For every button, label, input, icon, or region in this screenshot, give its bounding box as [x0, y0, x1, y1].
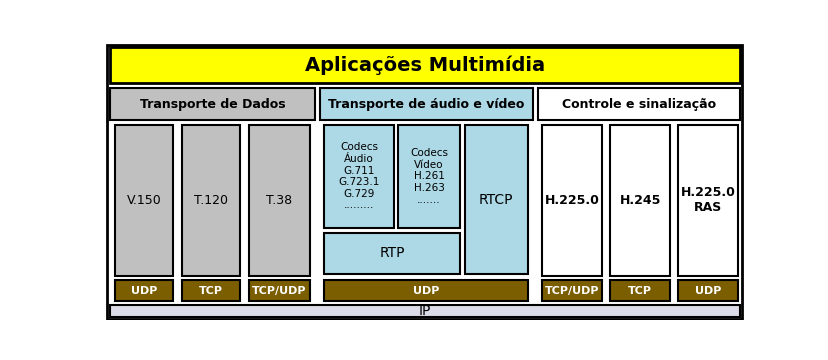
Text: UDP: UDP [131, 286, 157, 296]
Text: V.150: V.150 [127, 194, 161, 207]
Bar [109, 88, 315, 120]
Text: H.225.0
RAS: H.225.0 RAS [680, 186, 734, 214]
Text: TCP: TCP [199, 286, 223, 296]
Bar [464, 125, 527, 274]
Text: Codecs
Áudio
G.711
G.723.1
G.729
.........: Codecs Áudio G.711 G.723.1 G.729 .......… [338, 143, 379, 210]
Text: Transporte de áudio e vídeo: Transporte de áudio e vídeo [328, 98, 524, 111]
Text: H.225.0: H.225.0 [544, 194, 599, 207]
Bar [248, 125, 310, 276]
Bar [677, 280, 737, 301]
Bar [397, 125, 460, 228]
Text: Controle e sinalização: Controle e sinalização [561, 98, 715, 111]
Text: TCP/UDP: TCP/UDP [252, 286, 306, 296]
Bar [248, 280, 310, 301]
Text: UDP: UDP [412, 286, 439, 296]
Text: H.245: H.245 [619, 194, 660, 207]
Bar [324, 233, 460, 274]
Bar [109, 47, 739, 83]
Text: Aplicações Multimídia: Aplicações Multimídia [305, 55, 544, 75]
Bar [181, 125, 240, 276]
Text: TCP: TCP [628, 286, 652, 296]
Bar [542, 280, 602, 301]
Text: RTP: RTP [379, 246, 404, 260]
Bar [542, 125, 602, 276]
Text: IP: IP [418, 304, 431, 318]
Bar [181, 280, 240, 301]
Bar [324, 125, 393, 228]
Text: T.120: T.120 [194, 194, 228, 207]
Bar [320, 88, 532, 120]
Text: T.38: T.38 [266, 194, 292, 207]
Bar [609, 125, 669, 276]
Text: TCP/UDP: TCP/UDP [545, 286, 599, 296]
Bar [609, 280, 669, 301]
Bar [115, 125, 173, 276]
Bar [677, 125, 737, 276]
Bar [109, 305, 739, 316]
Text: Transporte de Dados: Transporte de Dados [139, 98, 285, 111]
Bar [324, 280, 527, 301]
Bar [537, 88, 739, 120]
Text: UDP: UDP [694, 286, 720, 296]
Bar [115, 280, 173, 301]
Text: Codecs
Vídeo
H.261
H.263
.......: Codecs Vídeo H.261 H.263 ....... [410, 148, 448, 204]
Text: RTCP: RTCP [479, 193, 513, 207]
